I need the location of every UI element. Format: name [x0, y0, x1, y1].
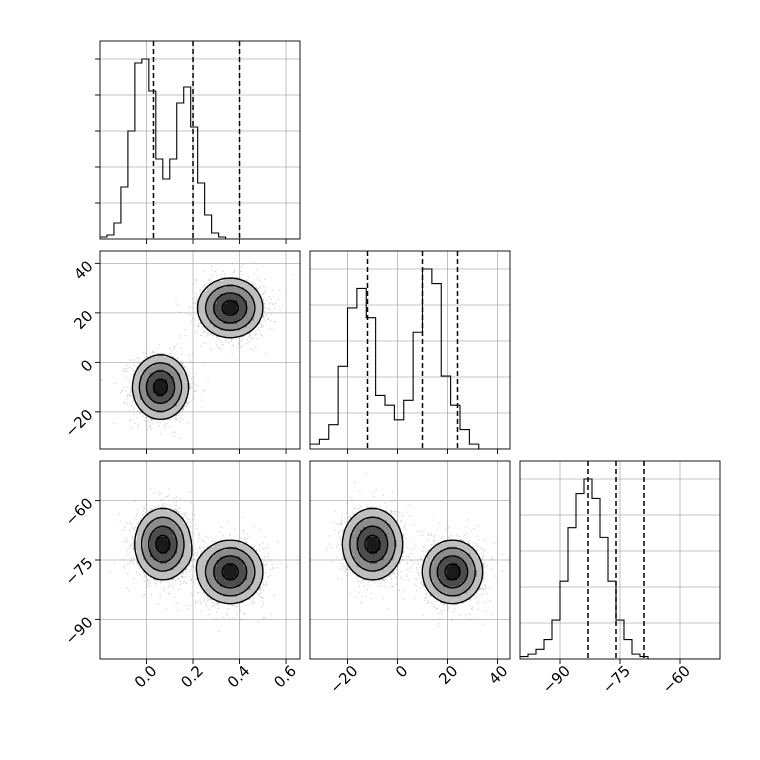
x-tick-label: 0.2	[177, 662, 207, 692]
contour-level-0	[131, 277, 264, 421]
histogram-0	[100, 58, 300, 239]
x-tick-label: 40	[485, 662, 511, 688]
histogram-2	[520, 478, 720, 659]
contour-level-3	[155, 534, 239, 581]
axis-frame	[99, 250, 301, 450]
axis-frame	[309, 250, 511, 450]
x-tick-label: −75	[599, 662, 634, 697]
density-fill-4	[366, 536, 461, 581]
contour-level-0	[341, 507, 484, 605]
scatter-content	[100, 461, 300, 659]
contour-level-3	[364, 534, 461, 581]
histogram-panel-1	[309, 250, 511, 454]
scatter-panel-0-1	[95, 250, 301, 454]
axis-frame	[99, 460, 301, 660]
histogram-1	[310, 268, 507, 449]
scatter-content	[310, 461, 510, 659]
x-tick-label: −20	[326, 662, 361, 697]
contour-level-1	[140, 516, 256, 597]
y-tick-label: −75	[61, 554, 96, 589]
y-tick-label: −20	[61, 406, 96, 441]
contour-level-3	[152, 299, 240, 396]
x-tick-label: 0	[392, 662, 411, 681]
contour-level-1	[138, 284, 256, 413]
y-tick-label: 20	[70, 307, 96, 333]
axis-frame	[99, 40, 301, 240]
y-tick-label: 40	[70, 257, 96, 283]
density-fill-4	[156, 536, 237, 581]
x-tick-label: 0.4	[224, 662, 254, 692]
x-tick-label: 20	[435, 662, 461, 688]
density-fill-4	[153, 300, 237, 397]
contour-level-0	[134, 507, 264, 605]
y-tick-label: −90	[61, 613, 96, 648]
axis-frame	[519, 460, 721, 660]
y-tick-label: −60	[61, 494, 96, 529]
x-tick-label: −60	[659, 662, 694, 697]
histogram-panel-0	[95, 40, 301, 244]
x-tick-label: −90	[539, 662, 574, 697]
y-tick-label: 0	[77, 356, 96, 375]
x-tick-label: 0.6	[270, 662, 300, 692]
scatter-content	[100, 251, 300, 449]
contour-level-2	[147, 525, 248, 589]
scatter-panel-0-2	[95, 460, 301, 664]
scatter-panel-1-2	[309, 460, 511, 664]
histogram-panel-2	[519, 460, 721, 664]
contour-level-2	[356, 525, 469, 589]
density-fill-3	[356, 527, 467, 587]
contour-level-2	[145, 292, 248, 405]
axis-frame	[309, 460, 511, 660]
x-tick-label: 0.0	[131, 662, 161, 692]
contour-level-1	[349, 516, 476, 597]
scatter-points	[101, 262, 294, 439]
